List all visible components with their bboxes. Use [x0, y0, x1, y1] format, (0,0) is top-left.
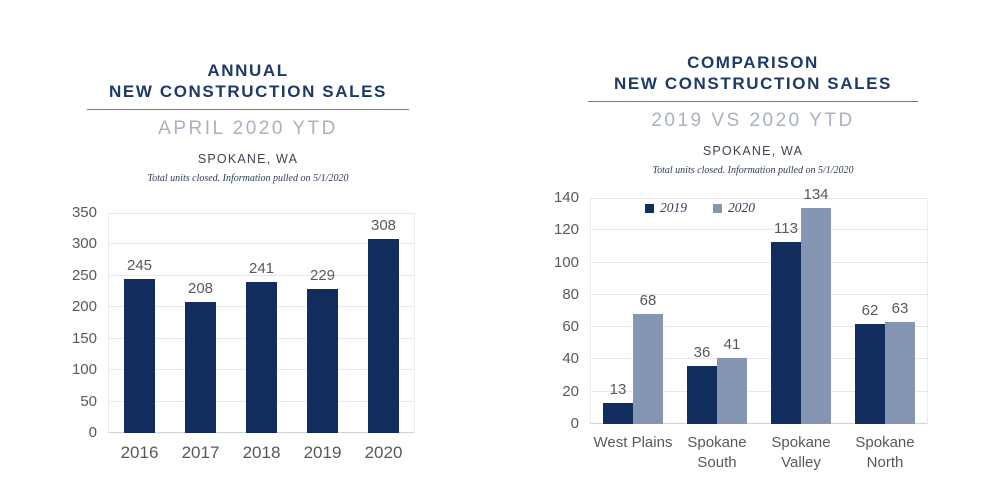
bar-value-label: 36: [693, 343, 711, 361]
bar-value-label: 113: [774, 219, 798, 237]
comparison-chart-header: COMPARISON NEW CONSTRUCTION SALES 2019 V…: [588, 52, 918, 176]
bar-value-label: 63: [891, 300, 909, 318]
y-tick-label: 20: [562, 382, 579, 400]
x-category-label: Spokane South: [687, 434, 747, 472]
bar-2020-spokane-north: [885, 322, 915, 424]
bar-value-label: 62: [861, 301, 879, 319]
bar-2019-spokane-north: [855, 323, 885, 424]
gridline: [109, 274, 414, 276]
y-tick-label: 350: [71, 204, 97, 221]
legend-label: 2020: [728, 200, 755, 215]
bar-2020-west-plains: [633, 314, 663, 424]
bar-value-label: 308: [370, 217, 397, 235]
bar-2020-spokane-valley: [801, 207, 831, 424]
bar-value-label: 68: [639, 292, 657, 310]
y-tick-label: 0: [88, 424, 97, 441]
x-category-label: 2016: [120, 443, 159, 462]
y-tick-label: 0: [570, 415, 579, 432]
y-tick-label: 40: [562, 350, 579, 368]
bar-units-2017: [185, 302, 216, 433]
annual-bar-chart: 0 50 100 150 200 250 300 350 245 2016 208 2017 241 20…: [72, 204, 415, 462]
title-divider: [588, 101, 918, 102]
y-tick-label: 100: [553, 253, 579, 271]
bar-2019-spokane-south: [687, 365, 717, 424]
x-axis-line: [591, 423, 927, 424]
y-tick-label: 120: [553, 221, 579, 239]
bar-value-label: 134: [803, 185, 829, 203]
bar-2019-spokane-valley: [771, 241, 801, 424]
chart-location: SPOKANE, WA: [702, 144, 804, 158]
gridline: [591, 390, 927, 392]
chart-subtitle: 2019 VS 2020 YTD: [651, 110, 855, 131]
chart-subtitle: APRIL 2020 YTD: [158, 118, 338, 139]
legend-item-2019: 2019: [645, 200, 687, 216]
y-tick-label: 250: [71, 266, 97, 284]
chart-location: SPOKANE, WA: [197, 152, 299, 166]
bar-units-2019: [307, 289, 338, 433]
bar-units-2016: [124, 279, 155, 433]
y-tick-label: 150: [71, 329, 97, 347]
chart-title-line1: ANNUAL: [207, 61, 289, 80]
chart-title-line1: COMPARISON: [687, 53, 819, 72]
legend-swatch-icon: [645, 203, 654, 213]
gridline: [591, 261, 927, 263]
y-tick-label: 140: [553, 189, 579, 206]
bar-value-label: 245: [126, 257, 153, 274]
legend: 2019 2020: [645, 200, 755, 216]
bar-units-2020: [368, 239, 399, 433]
x-category-label: Spokane North: [855, 434, 915, 472]
x-category-label: 2020: [364, 443, 403, 462]
y-tick-label: 100: [71, 361, 97, 379]
bar-2020-spokane-south: [717, 357, 747, 424]
x-category-label: West Plains: [593, 434, 673, 451]
bar-2019-west-plains: [603, 403, 633, 424]
gridline: [109, 213, 414, 214]
comparison-grouped-bar-chart: 0 20 40 60 80 100 120 140 13 68 West Plains 36 41 Spo…: [554, 186, 928, 471]
bar-value-label: 208: [187, 280, 214, 298]
legend-item-2020: 2020: [713, 200, 755, 216]
gridline: [591, 198, 927, 199]
annual-chart-header: ANNUAL NEW CONSTRUCTION SALES APRIL 2020…: [87, 60, 409, 184]
bar-value-label: 241: [248, 259, 275, 277]
y-tick-label: 200: [71, 298, 97, 316]
x-category-label: Spokane Valley: [771, 434, 831, 472]
bar-value-label: 41: [723, 335, 741, 353]
chart-title-line2: NEW CONSTRUCTION SALES: [614, 74, 892, 93]
x-category-label: 2018: [242, 443, 281, 462]
x-category-label: 2017: [181, 443, 220, 462]
y-tick-label: 300: [71, 235, 97, 253]
gridline: [591, 358, 927, 360]
chart-title-line2: NEW CONSTRUCTION SALES: [109, 82, 387, 101]
chart-footnote: Total units closed. Information pulled o…: [147, 173, 349, 184]
x-category-label: 2019: [303, 443, 342, 462]
gridline: [591, 293, 927, 295]
chart-footnote: Total units closed. Information pulled o…: [652, 165, 854, 176]
bar-value-label: 229: [309, 267, 336, 285]
bar-value-label: 13: [609, 381, 627, 399]
y-tick-label: 50: [80, 392, 97, 410]
title-divider: [87, 109, 409, 110]
y-tick-label: 60: [562, 318, 579, 336]
gridline: [591, 229, 927, 231]
gridline: [109, 243, 414, 245]
y-tick-label: 80: [562, 285, 579, 303]
legend-label: 2019: [660, 200, 687, 215]
legend-swatch-icon: [713, 203, 722, 213]
gridline: [591, 326, 927, 328]
bar-units-2018: [246, 281, 277, 433]
